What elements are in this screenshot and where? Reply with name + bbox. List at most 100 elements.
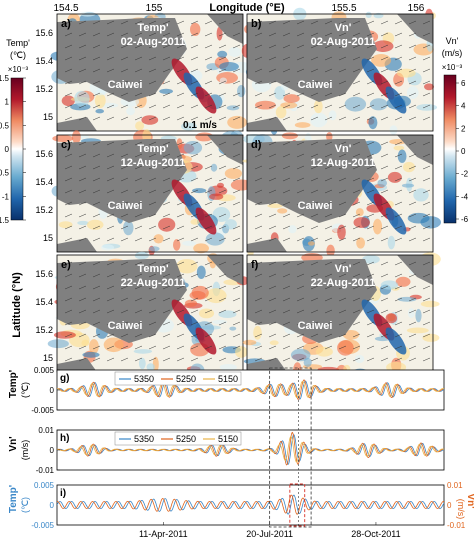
velocity-arrow bbox=[422, 201, 431, 206]
velocity-arrow bbox=[310, 345, 319, 350]
y-axis-title-left: Temp' bbox=[8, 485, 19, 513]
map-frame bbox=[56, 134, 244, 253]
velocity-arrow bbox=[162, 189, 171, 194]
velocity-arrow bbox=[218, 44, 227, 49]
velocity-arrow bbox=[310, 104, 319, 109]
velocity-arrow bbox=[232, 165, 241, 170]
y-axis-title: Temp' bbox=[8, 370, 19, 398]
colorbar-right-exponent: ×10⁻³ bbox=[442, 63, 463, 72]
velocity-arrow bbox=[134, 237, 143, 242]
land-mass-ne bbox=[207, 135, 243, 165]
anomaly-patch bbox=[407, 308, 415, 319]
velocity-arrow bbox=[268, 357, 277, 362]
time-series-panel-h: h) 0.01 0 -0.01 Vn' (m/s) 5350 5250 5150 bbox=[8, 426, 445, 475]
anomaly-patch bbox=[184, 299, 198, 307]
velocity-arrow bbox=[380, 321, 389, 326]
velocity-arrow bbox=[352, 213, 361, 218]
velocity-arrow bbox=[92, 116, 101, 121]
velocity-arrow bbox=[92, 225, 101, 230]
velocity-arrow bbox=[176, 80, 185, 85]
velocity-arrow bbox=[106, 357, 115, 362]
anomaly-patch bbox=[255, 100, 276, 110]
velocity-arrow bbox=[92, 297, 101, 302]
panel-variable: Temp' bbox=[137, 22, 169, 34]
velocity-arrow bbox=[92, 141, 101, 146]
velocity-arrow bbox=[204, 104, 213, 109]
velocity-arrow bbox=[408, 321, 417, 326]
velocity-arrow bbox=[268, 141, 277, 146]
velocity-arrow bbox=[296, 80, 305, 85]
velocity-arrow bbox=[324, 201, 333, 206]
land-mass-ne bbox=[397, 14, 433, 44]
velocity-arrow bbox=[324, 165, 333, 170]
velocity-arrow bbox=[78, 201, 87, 206]
velocity-arrow bbox=[162, 225, 171, 230]
velocity-arrow bbox=[296, 32, 305, 37]
velocity-arrow bbox=[162, 68, 171, 73]
velocity-arrow bbox=[106, 44, 115, 49]
velocity-arrow bbox=[324, 44, 333, 49]
velocity-arrow bbox=[352, 104, 361, 109]
velocity-arrow bbox=[408, 261, 417, 266]
velocity-arrow bbox=[282, 165, 291, 170]
velocity-arrow bbox=[190, 213, 199, 218]
velocity-arrow bbox=[78, 20, 87, 25]
y-axis-title: Vn' bbox=[8, 436, 19, 451]
velocity-arrow bbox=[338, 153, 347, 158]
velocity-arrow bbox=[296, 273, 305, 278]
velocity-arrow bbox=[268, 345, 277, 350]
panel-date: 12-Aug-2011 bbox=[311, 157, 376, 169]
velocity-arrow bbox=[338, 261, 347, 266]
velocity-arrow bbox=[134, 213, 143, 218]
anomaly-patch bbox=[326, 132, 333, 142]
velocity-arrow bbox=[120, 165, 129, 170]
velocity-arrow bbox=[64, 20, 73, 25]
land-mass-ne bbox=[397, 135, 433, 165]
velocity-arrow bbox=[218, 297, 227, 302]
latitude-tick: 15.6 bbox=[35, 149, 53, 159]
velocity-arrow bbox=[366, 68, 375, 73]
scale-arrow-label: 0.1 m/s bbox=[183, 120, 217, 131]
velocity-arrow bbox=[92, 333, 101, 338]
velocity-arrow bbox=[408, 32, 417, 37]
velocity-arrow bbox=[422, 309, 431, 314]
velocity-arrow bbox=[190, 153, 199, 158]
velocity-arrow bbox=[422, 261, 431, 266]
velocity-arrow bbox=[190, 165, 199, 170]
velocity-arrow bbox=[204, 80, 213, 85]
velocity-arrow bbox=[204, 273, 213, 278]
velocity-arrow bbox=[366, 285, 375, 290]
anomaly-patch bbox=[372, 218, 383, 235]
velocity-arrow bbox=[148, 297, 157, 302]
velocity-arrow bbox=[380, 68, 389, 73]
velocity-arrow bbox=[148, 333, 157, 338]
velocity-arrow bbox=[204, 92, 213, 97]
velocity-arrow bbox=[218, 213, 227, 218]
velocity-arrow bbox=[268, 213, 277, 218]
y-tick-label: 0 bbox=[50, 446, 55, 455]
velocity-arrow bbox=[232, 345, 241, 350]
velocity-arrow bbox=[310, 56, 319, 61]
velocity-arrow bbox=[92, 177, 101, 182]
velocity-arrow bbox=[148, 237, 157, 242]
panel-variable: Vn' bbox=[335, 22, 352, 34]
panel-date: 02-Aug-2011 bbox=[311, 36, 376, 48]
velocity-arrow bbox=[64, 333, 73, 338]
velocity-arrow bbox=[352, 297, 361, 302]
velocity-arrow bbox=[296, 177, 305, 182]
anomaly-patch bbox=[253, 325, 262, 340]
velocity-arrow bbox=[422, 116, 431, 121]
velocity-arrow bbox=[176, 333, 185, 338]
anomaly-patch bbox=[219, 62, 239, 72]
velocity-arrow bbox=[232, 153, 241, 158]
anomaly-patch bbox=[218, 310, 237, 319]
velocity-arrow bbox=[394, 297, 403, 302]
velocity-arrow bbox=[254, 273, 263, 278]
velocity-arrow bbox=[204, 189, 213, 194]
velocity-arrow bbox=[190, 177, 199, 182]
velocity-arrow bbox=[296, 104, 305, 109]
velocity-arrow bbox=[366, 309, 375, 314]
velocity-arrow bbox=[366, 261, 375, 266]
velocity-arrow bbox=[310, 333, 319, 338]
velocity-arrow bbox=[324, 225, 333, 230]
